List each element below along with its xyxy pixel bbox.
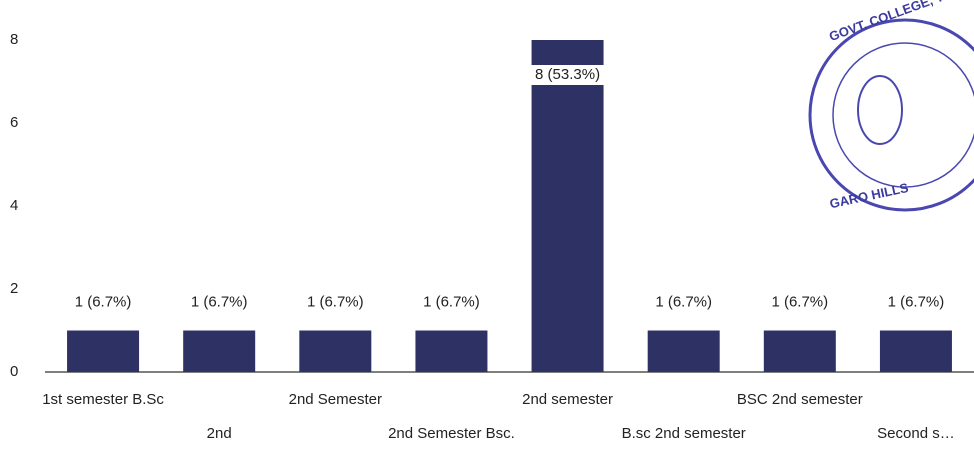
bar xyxy=(415,330,488,372)
stamp-inner-ring xyxy=(832,42,974,188)
value-label: 1 (6.7%) xyxy=(888,293,945,310)
bar xyxy=(183,330,256,372)
value-label: 1 (6.7%) xyxy=(191,293,248,310)
y-tick-label: 6 xyxy=(10,114,18,131)
y-tick-label: 2 xyxy=(10,280,18,297)
value-label: 1 (6.7%) xyxy=(771,293,828,310)
x-tick-label: 2nd Semester Bsc. xyxy=(388,425,515,442)
x-tick-label: 2nd xyxy=(207,425,232,442)
bar xyxy=(647,330,720,372)
bar xyxy=(763,330,836,372)
x-tick-label: Second s… xyxy=(877,425,955,442)
bar xyxy=(299,330,372,372)
stamp-ring xyxy=(808,18,974,212)
bar xyxy=(879,330,952,372)
bar xyxy=(531,40,604,372)
y-tick-label: 0 xyxy=(10,363,18,380)
value-label: 1 (6.7%) xyxy=(423,293,480,310)
x-tick-label: 2nd semester xyxy=(522,391,613,408)
value-label: 1 (6.7%) xyxy=(307,293,364,310)
stamp-emblem xyxy=(857,75,903,145)
x-tick-label: B.sc 2nd semester xyxy=(622,425,746,442)
y-tick-label: 8 xyxy=(10,31,18,48)
value-label: 1 (6.7%) xyxy=(655,293,712,310)
value-label-bg xyxy=(527,65,608,85)
y-tick-label: 4 xyxy=(10,197,18,214)
value-label: 1 (6.7%) xyxy=(75,293,132,310)
seal-stamp: GOVT. COLLEGE, TU GARO HILLS xyxy=(808,0,974,212)
bar xyxy=(67,330,140,372)
x-tick-label: 1st semester B.Sc xyxy=(42,391,164,408)
x-tick-label: 2nd Semester xyxy=(289,391,382,408)
value-label: 8 (53.3%) xyxy=(535,66,600,83)
x-tick-label: BSC 2nd semester xyxy=(737,391,863,408)
stamp-text: GOVT. COLLEGE, TU xyxy=(827,0,954,44)
